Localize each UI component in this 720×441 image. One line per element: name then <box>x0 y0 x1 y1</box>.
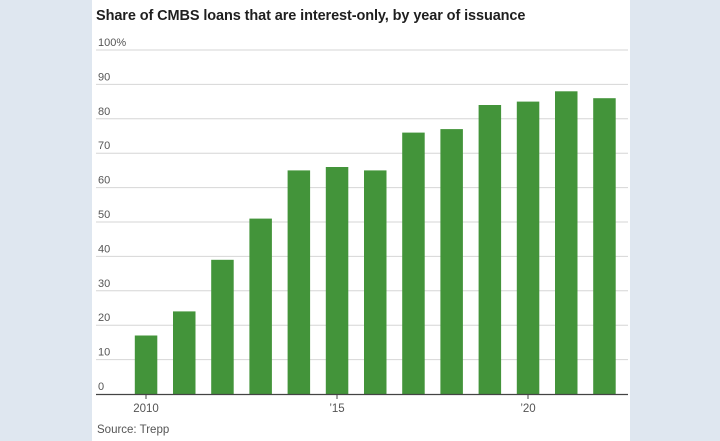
bar-2015 <box>325 167 349 394</box>
x-tick-labels: 2010 ’15 ’20 <box>133 403 535 415</box>
bar-2020 <box>516 101 540 394</box>
chart-title: Share of CMBS loans that are interest-on… <box>96 8 526 24</box>
bar-2018 <box>440 129 463 394</box>
y-tick-label: 60 <box>98 175 110 187</box>
chart-card: Share of CMBS loans that are interest-on… <box>92 0 630 441</box>
bar-2016 <box>364 170 387 394</box>
bar-2011 <box>173 311 196 394</box>
x-tick-label: ’15 <box>329 403 344 415</box>
x-tick-label: ’20 <box>520 403 535 415</box>
y-tick-label: 70 <box>98 140 110 152</box>
x-tick-label: 2010 <box>133 403 159 415</box>
y-tick-label: 20 <box>98 312 110 324</box>
bar-2014 <box>287 170 311 394</box>
bar-2022 <box>593 98 616 394</box>
y-tick-label: 50 <box>98 209 110 221</box>
bar-chart: 0 10 20 30 40 50 60 70 80 90 100% 2010 ’15 ’20 <box>96 37 628 415</box>
y-tick-label: 100% <box>98 37 126 49</box>
source-note: Source: Trepp <box>97 424 170 436</box>
y-tick-labels: 0 10 20 30 40 50 60 70 80 90 100% <box>98 37 126 393</box>
y-tick-label: 30 <box>98 278 110 290</box>
x-axis <box>96 393 628 399</box>
bar-2017 <box>402 132 425 394</box>
y-tick-label: 0 <box>98 381 104 393</box>
y-tick-label: 10 <box>98 347 110 359</box>
y-tick-label: 40 <box>98 243 110 255</box>
bar-2012 <box>211 259 234 394</box>
bars <box>134 91 616 395</box>
bar-2010 <box>134 335 158 394</box>
y-tick-label: 80 <box>98 106 110 118</box>
y-tick-label: 90 <box>98 71 110 83</box>
gridlines <box>96 49 628 361</box>
bar-2021 <box>555 91 578 395</box>
bar-2019 <box>478 105 502 394</box>
bar-2013 <box>249 218 272 394</box>
